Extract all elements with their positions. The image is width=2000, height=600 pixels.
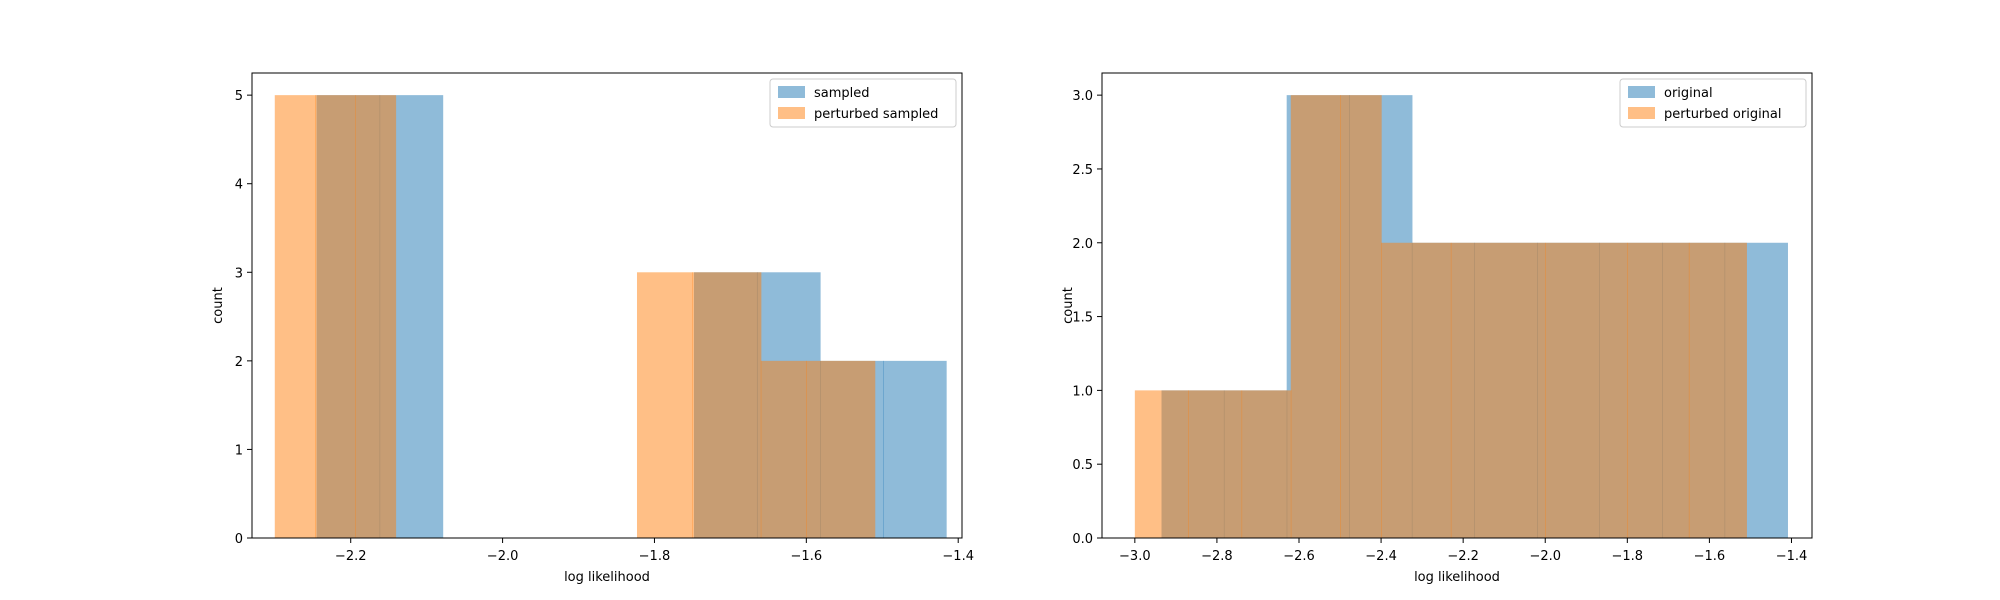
chart-right: −3.0 −2.8 −2.6 −2.4 −2.2 −2.0 −1.8 −1.6 −1.4 0.0 0… (1061, 72, 1813, 585)
x-tick-label: −2.0 (487, 549, 519, 564)
y-tick-label: 1.0 (1072, 384, 1093, 399)
legend-swatch (778, 86, 805, 98)
legend-box (769, 78, 957, 128)
y-tick-label: 0.0 (1072, 532, 1093, 547)
y-axis-label: count (211, 287, 226, 324)
x-tick-label: −2.4 (1365, 549, 1397, 564)
histogram-bar (760, 360, 807, 538)
axes-frame (1101, 72, 1813, 539)
x-tick-label: −1.8 (639, 549, 671, 564)
x-tick-label: −2.6 (1283, 549, 1315, 564)
legend-label: perturbed sampled (814, 107, 938, 122)
x-tick-label: −2.2 (335, 549, 367, 564)
legend-swatch (1628, 86, 1655, 98)
histogram-bar (1340, 95, 1382, 538)
x-tick-label: −1.8 (1612, 549, 1644, 564)
histogram-bar (806, 360, 876, 538)
histogram-bar (1450, 242, 1546, 538)
legend-label: sampled (814, 86, 870, 101)
histogram-bar (1545, 242, 1628, 538)
y-tick-label: 2.5 (1072, 163, 1093, 178)
y-tick-label: 2.0 (1072, 237, 1093, 252)
y-tick-label: 3.0 (1072, 89, 1093, 104)
histogram-bar (274, 95, 316, 538)
x-tick-label: −2.8 (1201, 549, 1233, 564)
x-tick-label: −1.6 (791, 549, 823, 564)
legend: original perturbed original (1619, 78, 1807, 128)
y-tick-label: 0 (235, 532, 243, 547)
histogram-bar (883, 360, 947, 538)
y-tick-label: 5 (235, 89, 243, 104)
x-tick-label: −1.6 (1694, 549, 1726, 564)
y-axis-label: count (1061, 287, 1076, 324)
histogram-bar (1381, 242, 1452, 538)
histogram-bar (1627, 242, 1690, 538)
legend-box (1619, 78, 1807, 128)
y-tick-label: 0.5 (1072, 458, 1093, 473)
histogram-bar (1188, 390, 1243, 538)
histogram-bar (315, 95, 356, 538)
series-1-bars (274, 95, 876, 538)
histogram-bar (1241, 390, 1292, 538)
legend-swatch (778, 107, 805, 119)
x-axis-label: log likelihood (564, 570, 650, 585)
x-axis-label: log likelihood (1414, 570, 1500, 585)
histogram-bar (1688, 242, 1747, 538)
x-tick-label: −3.0 (1119, 549, 1151, 564)
y-tick-label: 4 (235, 178, 243, 193)
legend-label: perturbed original (1664, 107, 1782, 122)
chart-left: −2.2 −2.0 −1.8 −1.6 −1.4 0 1 2 3 4 5 log likelihood… (211, 72, 974, 585)
histogram-bar (692, 272, 762, 538)
legend: sampled perturbed sampled (769, 78, 957, 128)
x-tick-label: −2.2 (1447, 549, 1479, 564)
y-tick-label: 3 (235, 266, 243, 281)
x-tick-label: −1.4 (1776, 549, 1808, 564)
series-1-bars (1134, 95, 1747, 538)
legend-swatch (1628, 107, 1655, 119)
y-tick-label: 2 (235, 355, 243, 370)
axes-frame (251, 72, 963, 539)
histogram-bar (1134, 390, 1189, 538)
x-tick-label: −1.4 (942, 549, 974, 564)
y-tick-label: 1 (235, 443, 243, 458)
histogram-bar (1290, 95, 1341, 538)
x-tick-label: −2.0 (1529, 549, 1561, 564)
y-tick-label: 1.5 (1072, 311, 1093, 326)
legend-label: original (1664, 86, 1713, 101)
histogram-bar (355, 95, 397, 538)
histogram-bar (636, 272, 694, 538)
